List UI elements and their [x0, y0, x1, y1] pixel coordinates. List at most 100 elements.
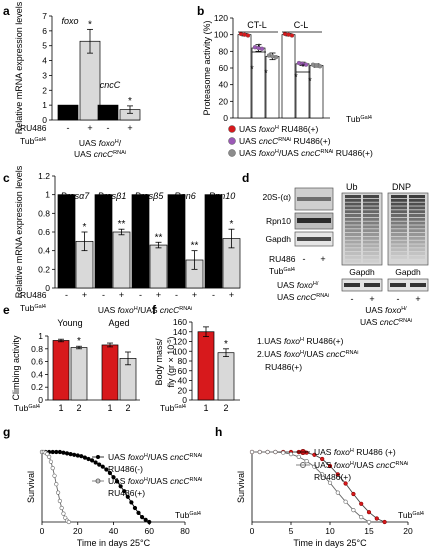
a-genotype-line: UAS cncCRNAi	[74, 149, 126, 159]
c-row-label: RU486	[20, 290, 47, 300]
label-part: cncC	[380, 317, 400, 327]
d-smear-band	[391, 233, 407, 236]
d-smear-band	[409, 217, 425, 221]
label-part: cncC	[297, 292, 317, 302]
b-data-point	[282, 31, 288, 37]
g-data-point	[79, 454, 84, 459]
d-smear-band	[391, 229, 407, 233]
f-sig-mark: *	[224, 339, 228, 350]
d-smear-band	[345, 202, 361, 206]
c-category-label: Prosβ5	[135, 191, 165, 201]
g-data-point	[66, 519, 71, 525]
c-category-label: Rpn10	[209, 191, 236, 201]
h-data-point	[351, 491, 356, 497]
d-smear-band	[345, 221, 361, 225]
label-part: UAS	[314, 460, 334, 470]
a-sig-mark: *	[128, 96, 132, 107]
c-ru486-sign: -	[175, 290, 178, 300]
label-part: /UAS	[148, 452, 170, 462]
d-genotype-line: UAS foxoH/	[277, 280, 319, 290]
label-part: H	[115, 139, 119, 145]
h-x-tick-label: 15	[364, 526, 374, 536]
d-ru486-sign: -	[397, 294, 400, 304]
f-row-label: TubGal4	[160, 403, 186, 413]
c-category-label: Prosβ1	[98, 191, 127, 201]
g-xlabel: Time in days 25°C	[77, 538, 151, 548]
label-part: fly (gr × 10	[166, 345, 176, 388]
b-y-tick-label: 60	[219, 63, 229, 73]
d-smear-band	[345, 240, 361, 244]
d-smear-band	[363, 198, 379, 202]
label-part: Gal4	[34, 304, 46, 310]
b-bar	[309, 65, 324, 119]
h-data-point	[343, 481, 348, 486]
d-blot-label: 20S-(α)	[262, 192, 291, 202]
panel-letter-f: f	[152, 303, 157, 317]
f-y-tick-label: 80	[178, 356, 188, 366]
d-genotype-line: UAS cncCRNAi	[360, 317, 412, 327]
h-data-point	[366, 510, 372, 515]
h-series-line	[252, 451, 370, 523]
h-x-tick-label: 0	[250, 526, 255, 536]
f-ylabel: Body mass/	[154, 338, 164, 386]
e-group-label: Young	[57, 318, 82, 328]
b-data-point	[289, 33, 295, 38]
label-part: /UAS	[304, 349, 326, 359]
label-part: foxo	[128, 476, 144, 486]
label-part: RNAi	[346, 350, 359, 356]
label-part: H	[275, 149, 279, 155]
d-smear-band	[345, 255, 361, 259]
label-part: /UAS	[279, 148, 301, 158]
e-xtick-label: 1	[58, 403, 63, 413]
f-ylabel-line2: fly (gr × 10-5)	[166, 337, 176, 388]
d-blot-band	[297, 218, 331, 223]
g-data-point	[57, 449, 62, 455]
e-y-tick-label: 0.4	[31, 369, 43, 379]
c-bar	[131, 194, 150, 289]
d-smear-band	[363, 240, 379, 244]
a-y-tick-label: 7	[42, 11, 47, 21]
h-data-point	[320, 472, 325, 477]
f-legend-entry: 1.UAS foxoH RU486(+)	[257, 336, 344, 346]
h-data-point	[374, 516, 379, 521]
panel-letter-b: b	[197, 4, 204, 18]
c-sig-mark: *	[230, 219, 234, 230]
g-data-point	[55, 490, 61, 495]
g-data-point	[52, 473, 57, 478]
d-smear-band	[391, 244, 407, 248]
h-data-point	[249, 449, 255, 455]
label-part: /UAS	[148, 476, 170, 486]
d-smear-band	[391, 210, 407, 214]
d-smear-band	[391, 236, 407, 240]
label-part: cncC	[170, 452, 190, 462]
e-bar	[101, 344, 119, 401]
d-smear-band	[409, 202, 425, 206]
e-group-label: Aged	[108, 318, 129, 328]
d-smear-band	[391, 198, 407, 202]
label-part: foxo	[118, 305, 134, 315]
panel-letter-c: c	[3, 171, 10, 185]
c-bar	[112, 231, 131, 289]
label-part: Tub	[14, 403, 29, 413]
g-legend-entry: RU486(-)	[108, 464, 143, 474]
h-legend-entry: UAS foxoH/UAS cncCRNAi	[314, 460, 408, 470]
f-y-tick-label: 120	[173, 337, 187, 347]
f-bar	[197, 331, 215, 401]
e-ylabel: Climbing activity	[11, 335, 21, 401]
d-smear-band	[409, 198, 425, 202]
g-data-point	[68, 452, 73, 457]
g-data-point	[107, 470, 113, 476]
d-ru486-sign: -	[303, 254, 306, 264]
g-x-tick-label: 60	[145, 526, 155, 536]
h-data-point	[304, 459, 309, 464]
h-data-point	[359, 501, 364, 506]
a-gene-label: foxo	[61, 16, 78, 26]
b-data-point	[242, 32, 247, 37]
label-part: RNAi	[399, 318, 412, 324]
label-part: RU486(+)	[304, 336, 344, 346]
label-part: H/	[401, 306, 407, 312]
d-smear-band	[391, 240, 407, 244]
g-data-point	[93, 460, 98, 465]
g-ylabel: Survival	[26, 471, 36, 503]
d-smear-band	[391, 255, 407, 259]
